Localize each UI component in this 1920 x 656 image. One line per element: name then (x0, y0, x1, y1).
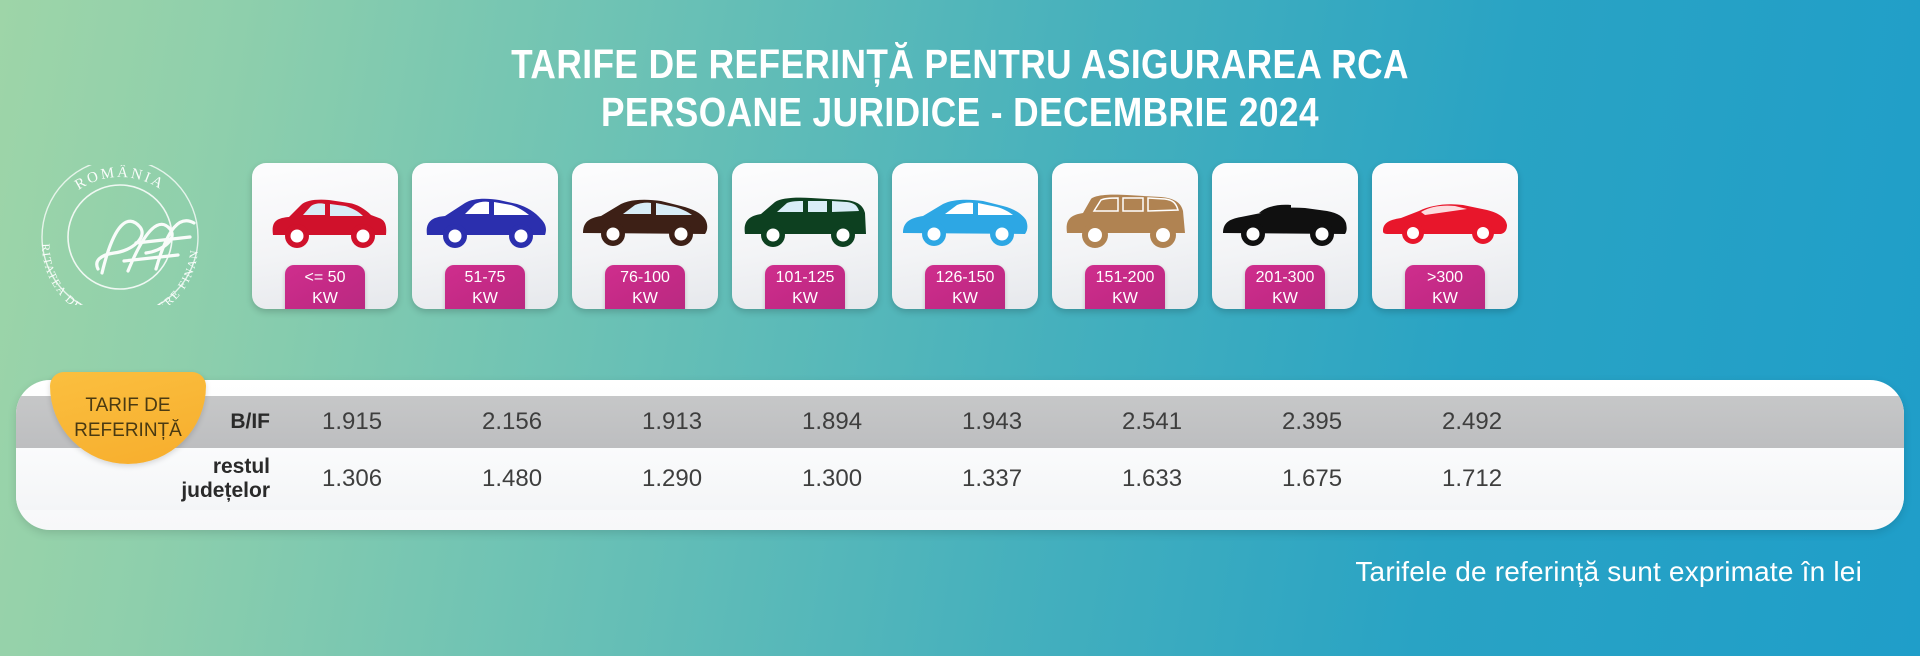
category-card[interactable]: 151-200 KW (1052, 163, 1198, 309)
kw-unit: KW (632, 290, 658, 307)
kw-badge: 126-150 KW (925, 265, 1005, 309)
page-title-line-2: PERSOANE JURIDICE - DECEMBRIE 2024 (600, 89, 1320, 135)
table-cell: 1.894 (802, 408, 863, 435)
car-icon-hatchback (426, 198, 546, 248)
table-cell: 1.337 (962, 465, 1023, 492)
kw-range: 201-300 (1255, 269, 1315, 286)
kw-range: 151-200 (1095, 269, 1155, 286)
table-cell: 1.480 (482, 465, 543, 492)
table-cell: 2.395 (1282, 408, 1343, 435)
asf-logo: ROMÂNIA AUTORITATEA DE SUPRAVEGHERE FINA… (23, 154, 228, 326)
page-title-line-1: TARIFE DE REFERINȚĂ PENTRU ASIGURAREA RC… (511, 41, 1409, 87)
tarif-badge-line-2: REFERINȚĂ (74, 420, 182, 441)
kw-unit: KW (472, 290, 498, 307)
table-cell: 1.913 (642, 408, 703, 435)
svg-text:ROMÂNIA: ROMÂNIA (72, 165, 167, 193)
kw-unit: KW (792, 290, 818, 307)
category-card[interactable]: <= 50 KW (252, 163, 398, 309)
row-values: 1.306 1.480 1.290 1.300 1.337 1.633 1.67… (300, 465, 1904, 493)
category-card[interactable]: >300 KW (1372, 163, 1518, 309)
table-cell: 1.290 (642, 465, 703, 492)
car-icon-sedan (583, 199, 708, 246)
footnote: Tarifele de referință sunt exprimate în … (1355, 556, 1862, 587)
kw-unit: KW (1272, 290, 1298, 307)
car-icon-suv (1066, 194, 1185, 248)
kw-unit: KW (1112, 290, 1138, 307)
table-row: B/IF 1.915 2.156 1.913 1.894 1.943 2.541… (16, 396, 1904, 448)
category-card[interactable]: 201-300 KW (1212, 163, 1358, 309)
kw-badge: >300 KW (1405, 265, 1485, 309)
table-cell: 1.712 (1442, 465, 1503, 492)
table-cell: 1.943 (962, 408, 1023, 435)
category-card[interactable]: 126-150 KW (892, 163, 1038, 309)
car-icon-convertible (1223, 204, 1347, 246)
kw-badge: 201-300 KW (1245, 265, 1325, 309)
car-icon-sports (1383, 204, 1507, 244)
kw-range: 126-150 (935, 269, 995, 286)
kw-range: 101-125 (775, 269, 835, 286)
table-cell: 1.633 (1122, 465, 1183, 492)
table-cell: 2.156 (482, 408, 543, 435)
kw-badge: 151-200 KW (1085, 265, 1165, 309)
kw-range: 76-100 (620, 269, 670, 286)
kw-badge: <= 50 KW (285, 265, 365, 309)
kw-unit: KW (312, 290, 338, 307)
category-card[interactable]: 76-100 KW (572, 163, 718, 309)
kw-unit: KW (952, 290, 978, 307)
kw-unit: KW (1432, 290, 1458, 307)
kw-badge: 51-75 KW (445, 265, 525, 309)
row-label-restul-judetelor: restul județelor (181, 455, 270, 502)
car-icon-wagon (744, 197, 866, 247)
tarif-badge-line-1: TARIF DE (85, 395, 171, 416)
table-cell: 1.300 (802, 465, 863, 492)
category-card[interactable]: 101-125 KW (732, 163, 878, 309)
kw-badge: 76-100 KW (605, 265, 685, 309)
row-label-bif: B/IF (230, 410, 270, 433)
table-cell: 1.306 (322, 465, 383, 492)
tariff-table-panel: B/IF 1.915 2.156 1.913 1.894 1.943 2.541… (16, 380, 1904, 530)
row-values: 1.915 2.156 1.913 1.894 1.943 2.541 2.39… (300, 408, 1904, 436)
category-card[interactable]: 51-75 KW (412, 163, 558, 309)
table-cell: 1.675 (1282, 465, 1343, 492)
kw-badge: 101-125 KW (765, 265, 845, 309)
table-cell: 2.541 (1122, 408, 1183, 435)
kw-range: <= 50 (304, 269, 346, 286)
table-cell: 2.492 (1442, 408, 1503, 435)
kw-range: >300 (1426, 269, 1464, 286)
page-title: TARIFE DE REFERINȚĂ PENTRU ASIGURAREA RC… (0, 40, 1920, 136)
car-icon-hatchback (272, 199, 387, 248)
table-row: restul județelor 1.306 1.480 1.290 1.300… (16, 448, 1904, 510)
vehicle-category-cards: <= 50 KW 51-75 KW 76-100 KW (252, 163, 1534, 309)
car-icon-sedan (903, 199, 1028, 246)
table-cell: 1.915 (322, 408, 383, 435)
kw-range: 51-75 (464, 269, 506, 286)
